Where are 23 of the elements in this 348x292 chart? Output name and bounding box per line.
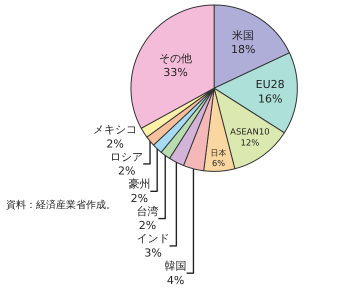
slice-label: 台湾: [136, 204, 158, 218]
data-label: 2%: [138, 219, 156, 232]
data-label: 6%: [212, 158, 226, 168]
data-label: 33%: [163, 66, 188, 80]
slice-label: メキシコ: [93, 123, 138, 136]
data-label: 3%: [144, 246, 162, 260]
data-label: 4%: [166, 274, 184, 287]
data-label: 12%: [240, 138, 260, 148]
slice-label: 豪州: [128, 178, 150, 191]
slice-label: 米国: [232, 28, 254, 42]
slice-label: ASEAN10: [230, 126, 270, 137]
data-label: 2%: [130, 192, 148, 205]
data-label: 16%: [258, 92, 282, 106]
slice-label: EU28: [256, 78, 285, 92]
data-label: 2%: [118, 164, 136, 178]
data-label: 2%: [106, 137, 124, 150]
slice-label: ロシア: [110, 150, 144, 164]
data-label: 18%: [230, 43, 256, 56]
slice-label: 日本: [210, 147, 227, 158]
slice-label: インド: [136, 232, 170, 246]
slice-label: その他: [159, 52, 192, 65]
text: 資料：経済産業省作成。: [6, 199, 116, 211]
slice-label: 韓国: [164, 260, 187, 273]
